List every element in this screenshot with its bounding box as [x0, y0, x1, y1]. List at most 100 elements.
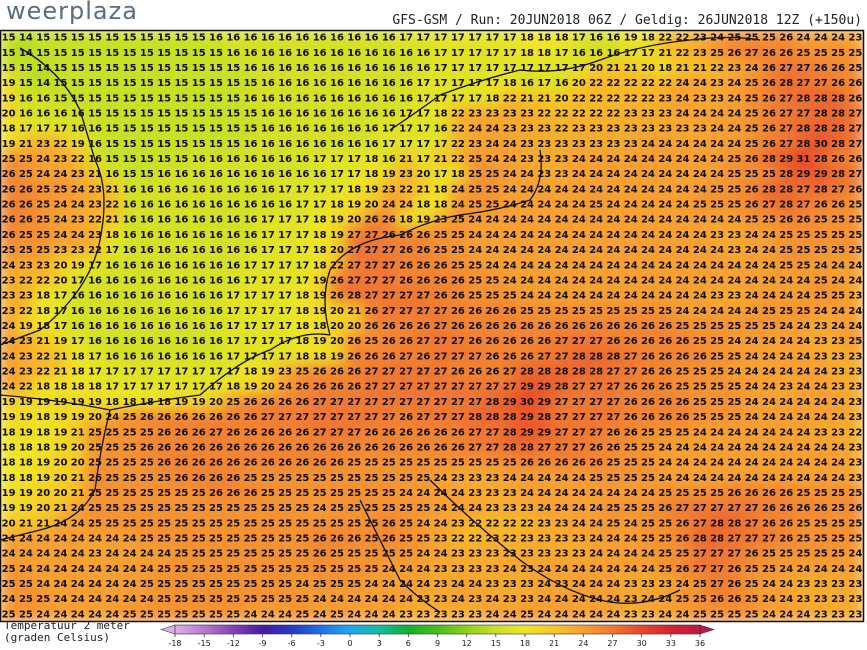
temperature-value: 24: [520, 488, 534, 499]
temperature-value: 16: [261, 93, 275, 104]
temperature-cell: [0, 59, 19, 77]
temperature-cell: [154, 59, 174, 77]
temperature-value: 24: [606, 260, 620, 271]
temperature-value: 26: [503, 336, 517, 347]
temperature-cell: [517, 89, 537, 107]
temperature-value: 26: [399, 412, 413, 423]
temperature-value: 18: [641, 33, 655, 44]
temperature-value: 24: [572, 260, 586, 271]
temperature-value: 25: [244, 518, 258, 529]
temperature-value: 23: [451, 473, 465, 484]
temperature-value: 24: [537, 291, 551, 302]
temperature-value: 25: [727, 33, 741, 44]
temperature-value: 23: [88, 184, 102, 195]
temperature-value: 25: [244, 549, 258, 560]
temperature-value: 24: [537, 200, 551, 211]
temperature-value: 16: [261, 108, 275, 119]
temperature-value: 27: [468, 442, 482, 453]
temperature-value: 16: [382, 108, 396, 119]
temperature-value: 25: [693, 594, 707, 605]
temperature-value: 26: [848, 184, 862, 195]
temperature-value: 26: [226, 412, 240, 423]
temperature-value: 17: [468, 48, 482, 59]
temperature-value: 24: [537, 609, 551, 620]
temperature-value: 24: [606, 245, 620, 256]
temperature-value: 25: [797, 549, 811, 560]
temperature-value: 27: [606, 382, 620, 393]
temperature-value: 25: [295, 367, 309, 378]
temperature-value: 25: [745, 609, 759, 620]
temperature-value: 15: [71, 63, 85, 74]
temperature-value: 24: [555, 564, 569, 575]
temperature-value: 25: [174, 579, 188, 590]
temperature-value: 17: [157, 382, 171, 393]
temperature-value: 16: [209, 306, 223, 317]
temperature-value: 23: [520, 564, 534, 575]
temperature-value: 24: [330, 594, 344, 605]
temperature-cell: [206, 89, 226, 107]
temperature-value: 24: [416, 488, 430, 499]
temperature-value: 24: [658, 184, 672, 195]
temperature-value: 28: [831, 108, 845, 119]
temperature-cell: [517, 74, 537, 92]
temperature-value: 16: [105, 321, 119, 332]
temperature-cell: [759, 59, 779, 77]
temperature-value: 22: [451, 534, 465, 545]
temperature-value: 18: [399, 215, 413, 226]
temperature-cell: [292, 59, 313, 77]
temperature-value: 26: [209, 442, 223, 453]
temperature-value: 28: [814, 124, 828, 135]
temperature-value: 27: [434, 321, 448, 332]
temperature-value: 25: [88, 442, 102, 453]
temperature-value: 29: [537, 397, 551, 408]
temperature-value: 24: [624, 518, 638, 529]
temperature-value: 16: [192, 260, 206, 271]
temperature-cell: [50, 44, 71, 62]
temperature-value: 25: [295, 594, 309, 605]
temperature-value: 28: [779, 78, 793, 89]
temperature-cell: [690, 74, 710, 92]
temperature-value: 25: [313, 579, 327, 590]
temperature-value: 15: [209, 78, 223, 89]
temperature-value: 17: [313, 184, 327, 195]
temperature-value: 25: [140, 503, 154, 514]
temperature-value: 24: [762, 275, 776, 286]
temperature-value: 27: [382, 306, 396, 317]
temperature-value: 23: [572, 124, 586, 135]
temperature-value: 26: [762, 78, 776, 89]
temperature-value: 26: [710, 594, 724, 605]
temperature-value: 23: [710, 291, 724, 302]
temperature-value: 20: [641, 63, 655, 74]
temperature-cell: [742, 74, 762, 92]
temperature-value: 24: [589, 154, 603, 165]
temperature-value: 25: [192, 579, 206, 590]
temperature-value: 26: [157, 427, 171, 438]
temperature-value: 24: [606, 609, 620, 620]
temperature-value: 24: [416, 518, 430, 529]
temperature-value: 26: [330, 367, 344, 378]
temperature-value: 15: [105, 108, 119, 119]
temperature-value: 22: [468, 518, 482, 529]
temperature-value: 16: [140, 291, 154, 302]
temperature-value: 23: [848, 442, 862, 453]
temperature-value: 23: [693, 33, 707, 44]
temperature-value: 25: [365, 549, 379, 560]
temperature-value: 26: [244, 397, 258, 408]
temperature-value: 24: [88, 579, 102, 590]
temperature-value: 26: [226, 458, 240, 469]
temperature-value: 26: [192, 473, 206, 484]
temperature-value: 24: [451, 200, 465, 211]
temperature-value: 24: [779, 442, 793, 453]
temperature-value: 17: [278, 351, 292, 362]
temperature-value: 25: [347, 473, 361, 484]
temperature-value: 23: [503, 549, 517, 560]
temperature-value: 23: [486, 503, 500, 514]
temperature-value: 16: [313, 48, 327, 59]
temperature-value: 22: [36, 275, 50, 286]
temperature-cell: [206, 44, 226, 62]
temperature-value: 25: [382, 549, 396, 560]
temperature-value: 26: [468, 321, 482, 332]
temperature-value: 24: [762, 245, 776, 256]
temperature-value: 16: [174, 351, 188, 362]
temperature-cell: [275, 104, 295, 123]
